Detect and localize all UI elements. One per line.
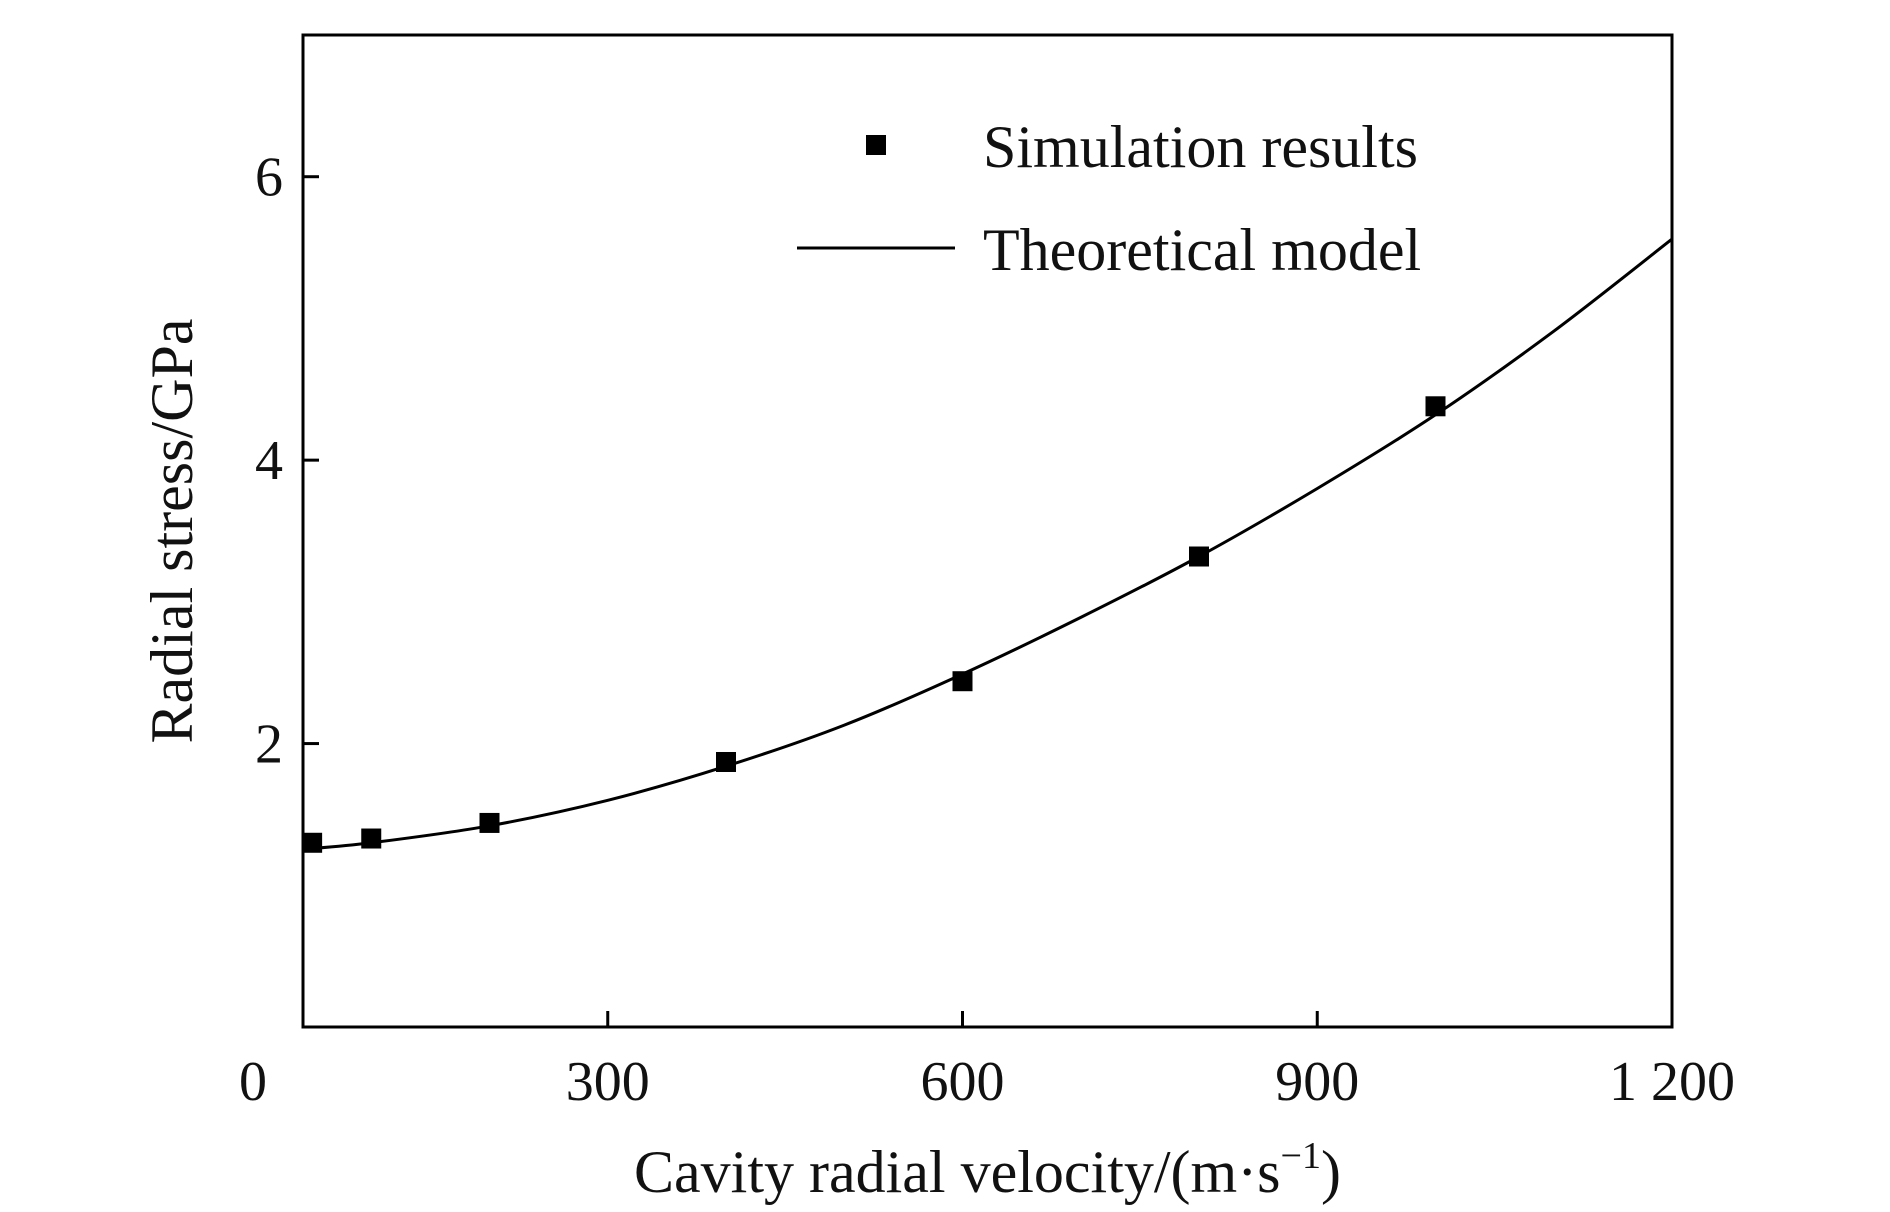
legend-marker-simulation-results [866, 135, 886, 155]
y-ticks: 2 4 6 [255, 147, 319, 776]
y-tick-label: 4 [255, 430, 283, 492]
x-tick-label: 1 200 [1609, 1051, 1735, 1113]
plot-area [302, 237, 1673, 853]
y-tick-label: 2 [255, 714, 283, 776]
data-point-simulation-results [1189, 546, 1209, 567]
legend: Simulation results Theoretical model [797, 114, 1421, 283]
y-tick-label: 6 [255, 147, 283, 209]
data-point-simulation-results [952, 671, 973, 692]
data-point-simulation-results [361, 828, 382, 849]
plot-frame [301, 33, 1674, 1029]
x-tick-label: 600 [921, 1051, 1005, 1113]
x-axis-title-close: ) [1321, 1139, 1341, 1205]
x-axis-title-main: Cavity radial velocity/(m·s [634, 1139, 1281, 1205]
x-axis-title: Cavity radial velocity/(m·s−1) [634, 1135, 1341, 1205]
legend-label-theoretical-model: Theoretical model [983, 217, 1421, 283]
y-axis-title: Radial stress/GPa [139, 319, 205, 744]
data-point-simulation-results [716, 751, 736, 772]
x-tick-label: 900 [1275, 1051, 1359, 1113]
data-point-simulation-results [302, 832, 323, 853]
data-point-simulation-results [1425, 396, 1446, 417]
legend-label-simulation-results: Simulation results [983, 114, 1418, 180]
series-line-theoretical-model [302, 237, 1673, 851]
x-tick-label: 300 [566, 1051, 650, 1113]
x-axis-title-superscript: −1 [1281, 1135, 1321, 1177]
axes [301, 33, 1674, 1029]
data-point-simulation-results [479, 812, 500, 833]
x-ticks: 0 300 600 900 1 200 [239, 1011, 1735, 1113]
x-tick-label: 0 [239, 1051, 267, 1113]
